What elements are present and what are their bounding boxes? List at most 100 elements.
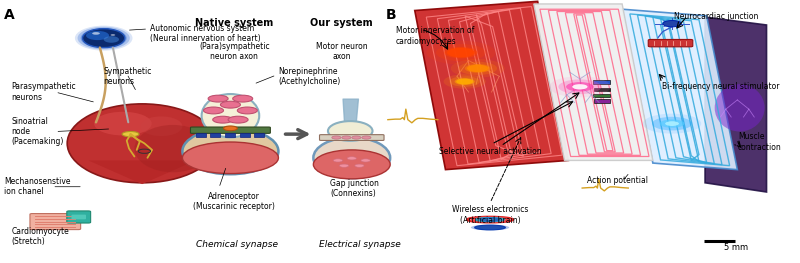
Circle shape (110, 34, 115, 36)
Bar (240, 133, 250, 137)
Bar (594, 99, 610, 103)
Text: Motor innervation of
cardiomyocytes: Motor innervation of cardiomyocytes (395, 26, 474, 46)
Ellipse shape (122, 132, 139, 137)
Text: Selective neural activation: Selective neural activation (439, 147, 542, 156)
Text: Native system: Native system (195, 18, 274, 28)
Text: Mechanosenstive
ion chanel: Mechanosenstive ion chanel (4, 177, 70, 196)
Ellipse shape (471, 225, 510, 230)
Text: Sympathetic
neurons: Sympathetic neurons (104, 67, 152, 86)
Ellipse shape (182, 128, 278, 174)
Circle shape (92, 32, 100, 35)
Circle shape (456, 79, 473, 84)
FancyBboxPatch shape (30, 214, 81, 230)
FancyBboxPatch shape (190, 127, 270, 133)
Bar (254, 133, 264, 137)
FancyBboxPatch shape (319, 135, 384, 140)
Circle shape (558, 79, 602, 94)
Circle shape (447, 48, 474, 57)
Circle shape (454, 78, 475, 85)
Circle shape (361, 159, 370, 162)
FancyBboxPatch shape (648, 39, 693, 47)
Ellipse shape (314, 137, 390, 178)
Circle shape (347, 157, 356, 160)
Circle shape (458, 62, 497, 75)
Circle shape (465, 64, 490, 73)
Circle shape (643, 114, 702, 134)
Circle shape (342, 136, 351, 139)
Ellipse shape (714, 84, 765, 132)
Text: 5 mm: 5 mm (724, 243, 749, 252)
Ellipse shape (81, 28, 126, 48)
Text: Adrenoceptor
(Muscarinic receptor): Adrenoceptor (Muscarinic receptor) (194, 192, 275, 211)
Circle shape (467, 65, 489, 72)
Text: A: A (4, 8, 14, 22)
Ellipse shape (82, 29, 125, 48)
Text: Gap junction
(Connexins): Gap junction (Connexins) (330, 179, 379, 198)
Text: Chemical synapse: Chemical synapse (196, 240, 278, 249)
Bar (594, 88, 610, 91)
FancyBboxPatch shape (71, 215, 86, 219)
Circle shape (665, 121, 679, 126)
Circle shape (238, 107, 258, 114)
Circle shape (660, 119, 684, 128)
Ellipse shape (86, 31, 109, 40)
Circle shape (572, 84, 587, 89)
Text: (Para)sympathetic
neuron axon: (Para)sympathetic neuron axon (199, 42, 270, 62)
Text: Wireless electronics
(Artificial brain): Wireless electronics (Artificial brain) (452, 205, 528, 225)
Circle shape (332, 136, 341, 139)
Text: Cardiomyocyte
(Stretch): Cardiomyocyte (Stretch) (11, 227, 70, 246)
Bar (196, 133, 206, 137)
Circle shape (663, 21, 682, 27)
Bar (225, 133, 235, 137)
Circle shape (451, 59, 505, 78)
Ellipse shape (140, 116, 182, 136)
Circle shape (362, 136, 371, 139)
Circle shape (233, 95, 253, 102)
Circle shape (352, 136, 361, 139)
Bar (593, 80, 610, 84)
FancyBboxPatch shape (67, 211, 90, 223)
Circle shape (566, 82, 594, 92)
Ellipse shape (182, 142, 278, 174)
Text: Motor neuron
axon: Motor neuron axon (316, 42, 367, 62)
Text: Neurocardiac junction: Neurocardiac junction (674, 12, 758, 21)
Ellipse shape (134, 125, 211, 172)
Circle shape (652, 117, 692, 130)
Circle shape (223, 126, 238, 131)
Circle shape (221, 101, 241, 108)
Circle shape (339, 164, 349, 167)
Text: B: B (386, 8, 396, 22)
Polygon shape (622, 9, 738, 170)
Circle shape (208, 95, 228, 102)
Ellipse shape (104, 36, 119, 43)
Bar (593, 94, 610, 97)
Bar (210, 133, 221, 137)
Text: Autonomic nervous system
(Neural innervation of heart): Autonomic nervous system (Neural innerva… (150, 24, 260, 43)
Ellipse shape (202, 94, 259, 137)
Circle shape (355, 164, 364, 167)
Circle shape (426, 41, 495, 64)
Text: Action potential: Action potential (586, 176, 648, 185)
Circle shape (443, 74, 486, 89)
Circle shape (444, 47, 478, 58)
Text: Sinoatrial
node
(Pacemaking): Sinoatrial node (Pacemaking) (11, 117, 64, 146)
Polygon shape (88, 160, 196, 184)
Circle shape (334, 159, 342, 162)
Text: Electrical synapse: Electrical synapse (318, 240, 401, 249)
Text: Parasympathetic
neurons: Parasympathetic neurons (11, 82, 76, 102)
Text: Bi-frequency neural stimulator: Bi-frequency neural stimulator (662, 82, 779, 90)
Ellipse shape (314, 150, 390, 179)
Polygon shape (534, 4, 653, 160)
Ellipse shape (474, 225, 506, 230)
Circle shape (436, 44, 486, 61)
Ellipse shape (328, 121, 373, 141)
Polygon shape (414, 1, 568, 170)
Circle shape (450, 76, 480, 87)
Polygon shape (705, 17, 766, 192)
Circle shape (549, 76, 610, 97)
Circle shape (203, 107, 223, 114)
Text: Our system: Our system (310, 18, 373, 28)
Text: Muscle
contraction: Muscle contraction (738, 132, 782, 152)
Ellipse shape (78, 27, 130, 49)
Circle shape (228, 116, 248, 123)
